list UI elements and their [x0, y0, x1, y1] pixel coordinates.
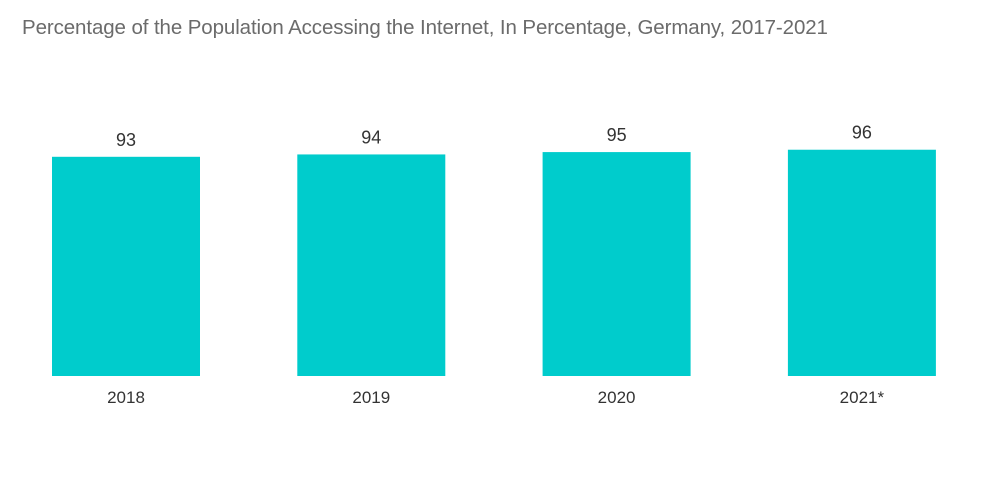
- x-tick-label: 2019: [352, 388, 390, 407]
- value-label: 95: [607, 125, 627, 145]
- bar-2018: [52, 156, 200, 376]
- bar-2019: [297, 154, 446, 376]
- x-tick-label: 2020: [598, 388, 636, 407]
- value-labels: 93 94 95 96: [116, 123, 872, 150]
- bar-2020: [542, 152, 691, 376]
- chart-title: Percentage of the Population Accessing t…: [22, 16, 828, 39]
- value-label: 96: [852, 123, 872, 143]
- value-label: 93: [116, 130, 136, 150]
- x-axis-tick-labels: 2018 2019 2020 2021*: [107, 388, 884, 407]
- x-tick-label: 2018: [107, 388, 145, 407]
- bars-layer: [52, 149, 936, 376]
- x-tick-label: 2021*: [840, 388, 885, 407]
- value-label: 94: [361, 127, 381, 147]
- bar-2021: [787, 149, 936, 376]
